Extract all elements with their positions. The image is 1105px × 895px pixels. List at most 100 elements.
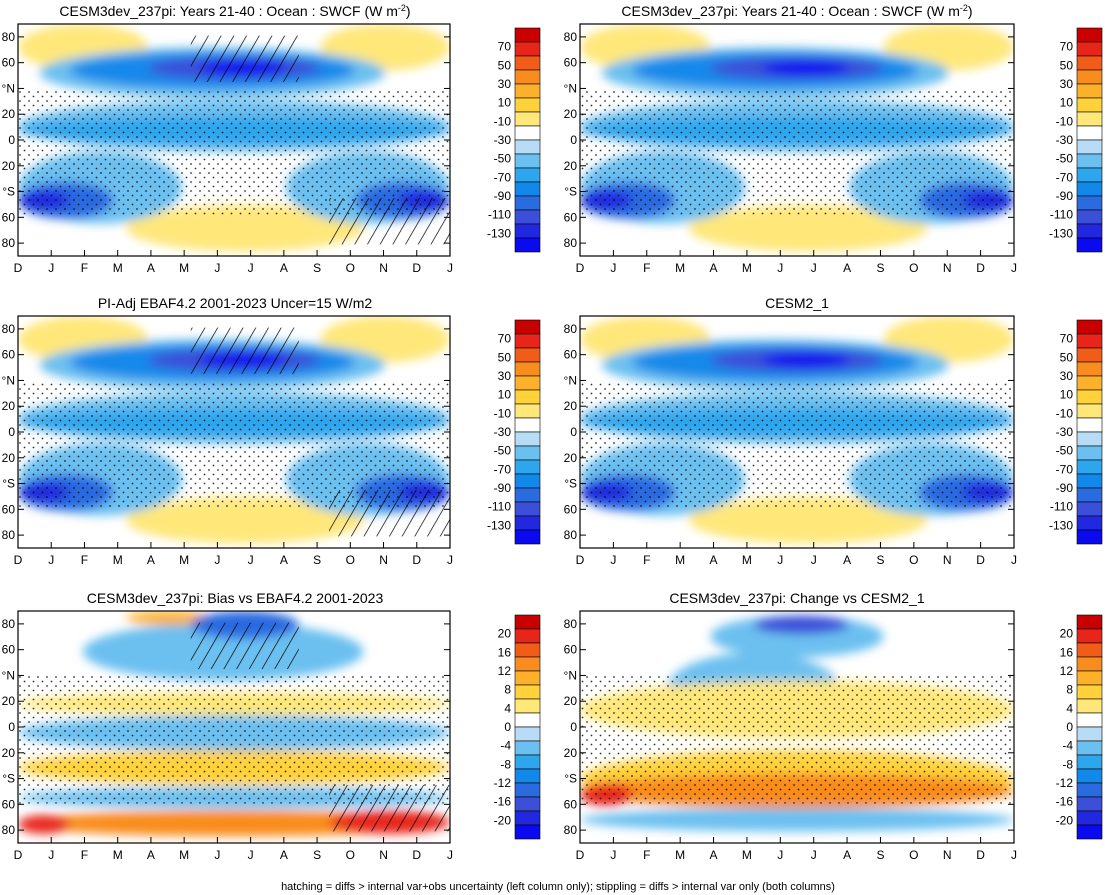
panel-title: PI-Adj EBAF4.2 2001-2023 Uncer=15 W/m2 xyxy=(98,295,373,311)
x-tick-label: J xyxy=(610,261,616,275)
panel-p6: CESM3dev_237pi: Change vs CESM2_1 8060°N… xyxy=(564,590,1103,862)
x-tick-label: O xyxy=(909,848,918,862)
colorbar-label: 50 xyxy=(498,350,512,364)
colorbar-swatch xyxy=(1076,417,1103,433)
colorbar-label: 12 xyxy=(1060,664,1074,678)
colorbar-label: -70 xyxy=(1056,462,1074,476)
x-tick-label: J xyxy=(214,553,220,567)
x-tick-label: M xyxy=(675,848,685,862)
y-axis: 80 60 °N 20 0 20 °S 60 80 xyxy=(2,30,450,250)
colorbar-swatch xyxy=(514,515,541,531)
x-tick-label: N xyxy=(379,848,388,862)
y-tick-label: °N xyxy=(2,668,15,682)
colorbar-label: -30 xyxy=(494,425,512,439)
colorbar-swatch xyxy=(514,487,541,503)
x-tick-label: S xyxy=(313,261,321,275)
contour-region xyxy=(753,615,850,635)
x-tick-label: M xyxy=(179,261,189,275)
colorbar-swatch xyxy=(1076,361,1103,377)
x-tick-label: J xyxy=(610,848,616,862)
colorbar-swatch xyxy=(1076,740,1103,756)
colorbar-label: 4 xyxy=(1066,701,1073,715)
x-tick-label: D xyxy=(976,261,985,275)
colorbar-swatch xyxy=(514,712,541,728)
y-tick-label: 60 xyxy=(2,643,16,657)
x-tick-label: O xyxy=(346,848,355,862)
x-tick-label: A xyxy=(280,848,288,862)
y-tick-label: 20 xyxy=(2,107,16,121)
y-tick-label: 60 xyxy=(564,210,578,224)
panel-title: CESM3dev_237pi: Years 21-40 : Ocean : SW… xyxy=(59,3,410,19)
y-tick-label: 0 xyxy=(8,425,15,439)
colorbar-label: -70 xyxy=(494,170,512,184)
y-tick-label: °S xyxy=(2,185,15,199)
colorbar-swatch xyxy=(514,27,541,43)
colorbar-swatch xyxy=(514,69,541,85)
colorbar-swatch xyxy=(1076,403,1103,419)
colorbar-swatch xyxy=(514,628,541,644)
colorbar-label: -20 xyxy=(494,813,512,827)
colorbar-label: -50 xyxy=(494,152,512,166)
hatching xyxy=(190,622,299,669)
colorbar-swatch xyxy=(1076,153,1103,169)
colorbar-label: -30 xyxy=(494,133,512,147)
colorbar: 70 50 30 10 -10 -30 -50 -70 -90 -110 -130 xyxy=(1049,27,1103,253)
colorbar-swatch xyxy=(514,55,541,71)
y-tick-label: 20 xyxy=(564,694,578,708)
x-tick-label: J xyxy=(248,553,254,567)
colorbar-label: -8 xyxy=(1062,757,1073,771)
y-tick-label: °N xyxy=(564,373,577,387)
colorbar-label: 20 xyxy=(1060,627,1074,641)
colorbar-label: -10 xyxy=(494,114,512,128)
colorbar-swatch xyxy=(514,810,541,826)
x-tick-label: J xyxy=(447,553,453,567)
colorbar-swatch xyxy=(1076,209,1103,225)
colorbar-swatch xyxy=(1076,656,1103,672)
colorbar-label: 0 xyxy=(1066,720,1073,734)
y-axis: 80 60 °N 20 0 20 °S 60 80 xyxy=(2,617,450,837)
x-tick-label: M xyxy=(113,848,123,862)
y-tick-label: 60 xyxy=(564,643,578,657)
y-tick-label: 80 xyxy=(564,236,578,250)
x-tick-label: M xyxy=(179,848,189,862)
x-tick-label: J xyxy=(1011,261,1017,275)
y-tick-label: 80 xyxy=(2,322,16,336)
x-tick-label: J xyxy=(447,261,453,275)
contour-region xyxy=(762,353,850,368)
y-tick-label: 0 xyxy=(8,133,15,147)
colorbar-label: -130 xyxy=(1049,518,1073,532)
x-tick-label: S xyxy=(876,261,884,275)
colorbar-swatch xyxy=(514,111,541,127)
y-axis: 80 60 °N 20 0 20 °S 60 80 xyxy=(564,30,1014,250)
y-tick-label: 0 xyxy=(8,720,15,734)
y-tick-label: 20 xyxy=(564,159,578,173)
y-tick-label: 80 xyxy=(564,528,578,542)
y-tick-label: 60 xyxy=(564,502,578,516)
x-tick-label: D xyxy=(576,261,585,275)
y-tick-label: 20 xyxy=(2,451,16,465)
y-tick-label: 20 xyxy=(564,399,578,413)
x-tick-label: A xyxy=(280,261,288,275)
colorbar-swatch xyxy=(1076,501,1103,517)
x-tick-label: O xyxy=(909,553,918,567)
x-tick-label: D xyxy=(976,553,985,567)
colorbar-label: -70 xyxy=(494,462,512,476)
colorbar-label: 10 xyxy=(1060,96,1074,110)
colorbar-label: 30 xyxy=(498,77,512,91)
colorbar-swatch xyxy=(514,459,541,475)
colorbar-swatch xyxy=(1076,97,1103,113)
colorbar-label: 10 xyxy=(1060,388,1074,402)
hatching xyxy=(329,785,450,832)
colorbar-swatch xyxy=(1076,824,1103,840)
footer-note: hatching = diffs > internal var+obs unce… xyxy=(281,881,835,893)
colorbar-label: 10 xyxy=(498,96,512,110)
x-tick-label: F xyxy=(643,848,650,862)
y-tick-label: 60 xyxy=(564,348,578,362)
stippling xyxy=(580,88,1014,217)
colorbar-label: -90 xyxy=(494,189,512,203)
y-tick-label: 80 xyxy=(2,823,16,837)
colorbar-label: -50 xyxy=(1056,152,1074,166)
